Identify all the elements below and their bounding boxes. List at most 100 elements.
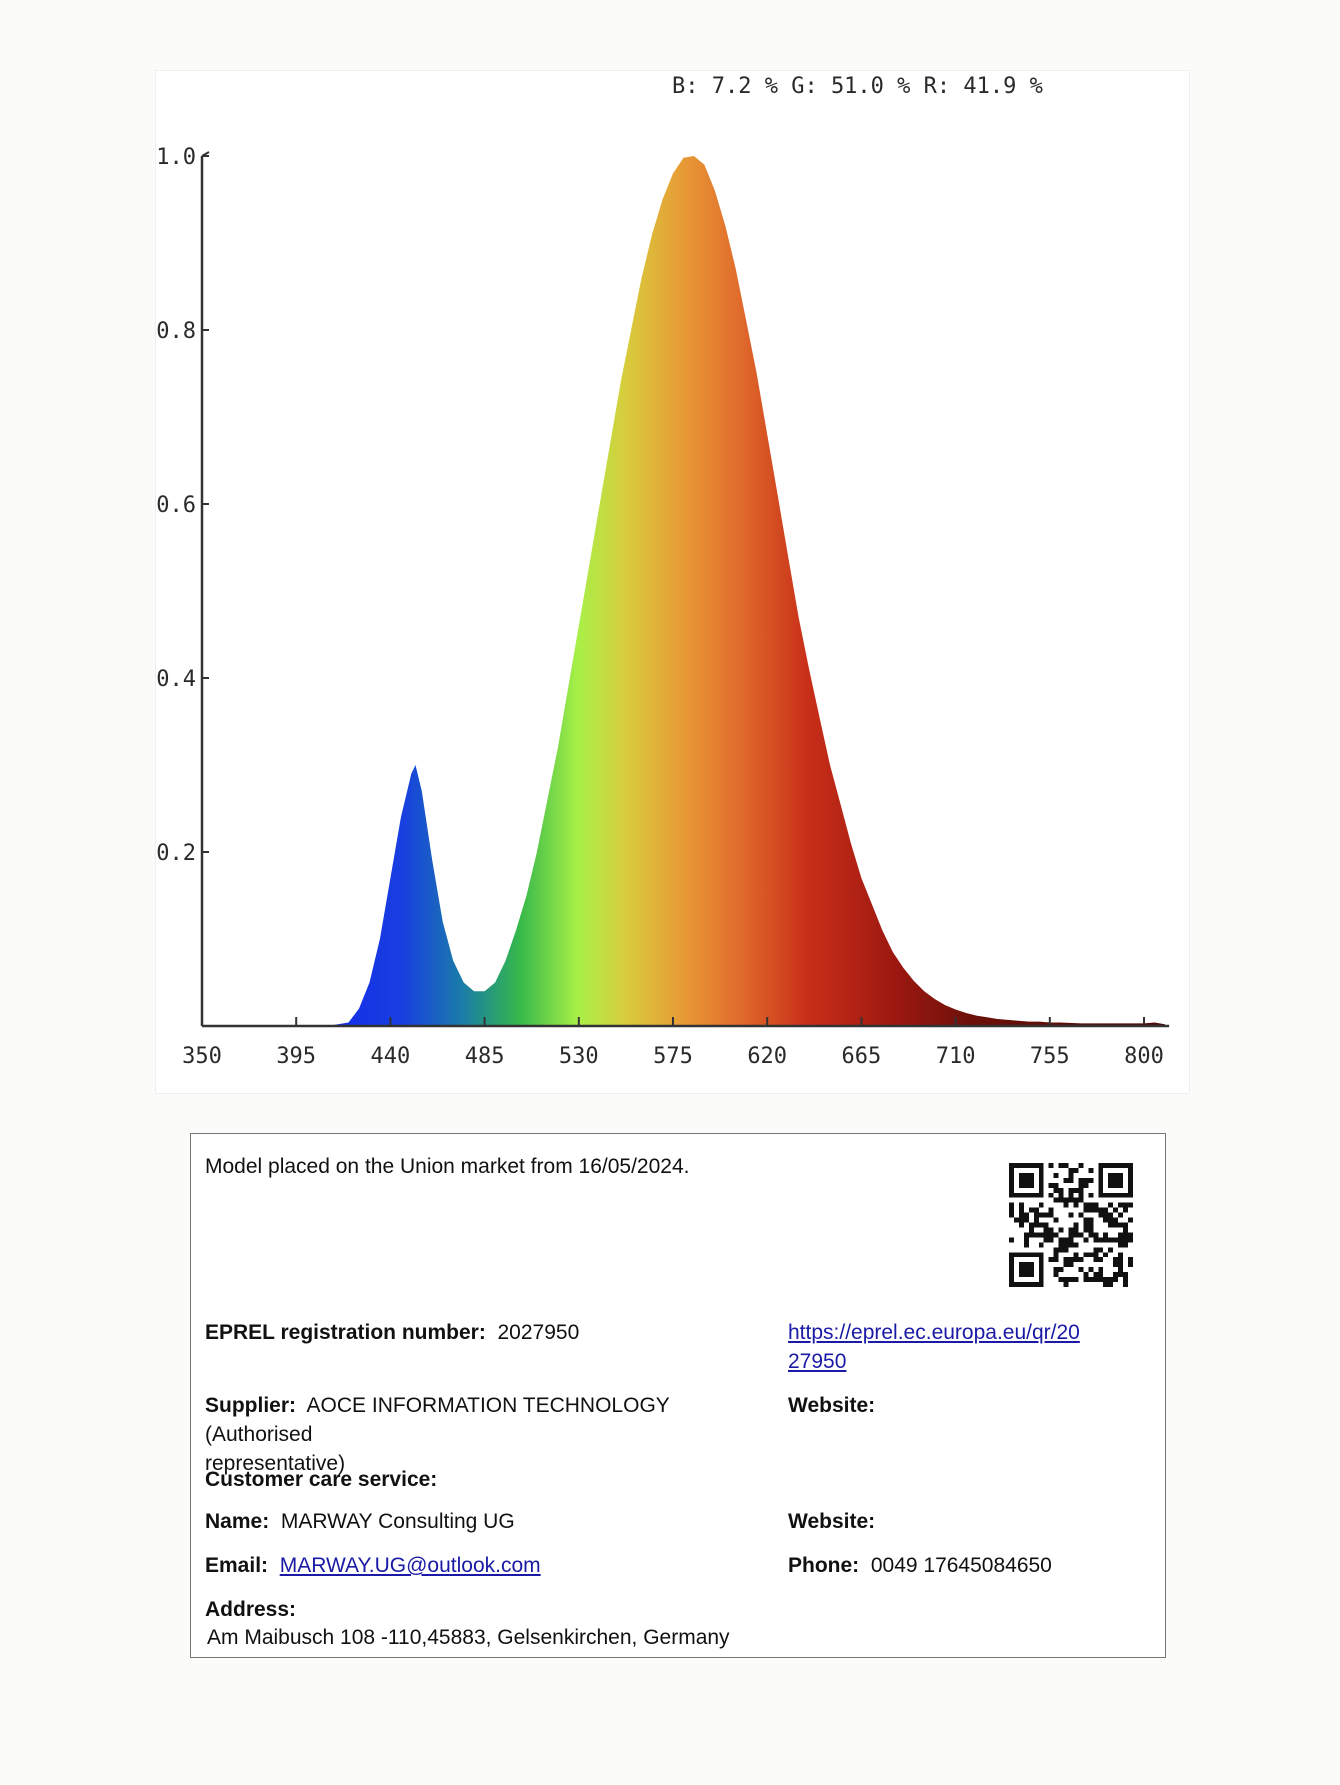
qr-module	[1058, 1227, 1064, 1233]
qr-module	[1088, 1177, 1094, 1183]
email-row: Email: MARWAY.UG@outlook.com	[205, 1551, 541, 1580]
qr-module	[1009, 1282, 1014, 1287]
qr-module	[1088, 1232, 1094, 1238]
qr-module	[1103, 1232, 1109, 1238]
qr-module	[1028, 1232, 1034, 1238]
supplier-row: Supplier: AOCE INFORMATION TECHNOLOGY (A…	[205, 1391, 775, 1478]
qr-code-icon[interactable]	[1009, 1163, 1133, 1287]
qr-module	[1018, 1177, 1024, 1183]
qr-module	[1043, 1222, 1049, 1228]
qr-module	[1068, 1172, 1074, 1178]
qr-module	[1009, 1272, 1014, 1278]
x-tick-label-395: 395	[276, 1044, 316, 1069]
qr-module	[1113, 1237, 1119, 1243]
qr-module	[1009, 1202, 1014, 1208]
x-tick-label-350: 350	[182, 1044, 222, 1069]
qr-module	[1098, 1272, 1104, 1278]
qr-module	[1088, 1202, 1094, 1208]
email-link[interactable]: MARWAY.UG@outlook.com	[279, 1554, 541, 1577]
qr-module	[1073, 1227, 1079, 1233]
qr-module	[1038, 1202, 1044, 1208]
qr-module	[1108, 1163, 1114, 1168]
qr-module	[1023, 1212, 1029, 1218]
qr-module	[1038, 1282, 1044, 1287]
qr-module	[1118, 1222, 1124, 1228]
qr-module	[1053, 1257, 1059, 1263]
qr-module	[1078, 1232, 1084, 1238]
qr-module	[1073, 1202, 1079, 1208]
qr-module	[1108, 1212, 1114, 1218]
qr-module	[1073, 1252, 1079, 1258]
qr-module	[1103, 1237, 1109, 1243]
qr-module	[1053, 1272, 1059, 1278]
qr-module	[1033, 1217, 1039, 1223]
qr-module	[1018, 1222, 1024, 1228]
qr-module	[1108, 1182, 1114, 1188]
qr-module	[1093, 1202, 1099, 1208]
qr-module	[1078, 1163, 1084, 1168]
qr-module	[1053, 1182, 1059, 1188]
qr-module	[1083, 1237, 1089, 1243]
qr-module	[1108, 1277, 1114, 1283]
qr-module	[1038, 1182, 1044, 1188]
qr-module	[1068, 1212, 1074, 1218]
qr-module	[1023, 1282, 1029, 1287]
qr-module	[1043, 1227, 1049, 1233]
qr-module	[1108, 1192, 1114, 1198]
qr-module	[1009, 1182, 1014, 1188]
qr-module	[1018, 1163, 1024, 1168]
qr-module	[1098, 1237, 1104, 1243]
qr-module	[1058, 1237, 1064, 1243]
qr-module	[1068, 1227, 1074, 1233]
qr-module	[1053, 1197, 1059, 1203]
qr-module	[1098, 1187, 1104, 1193]
qr-module	[1043, 1232, 1049, 1238]
qr-module	[1038, 1172, 1044, 1178]
qr-module	[1033, 1192, 1039, 1198]
qr-module	[1068, 1197, 1074, 1203]
qr-module	[1083, 1272, 1089, 1278]
qr-module	[1093, 1257, 1099, 1263]
qr-module	[1098, 1212, 1104, 1218]
qr-module	[1028, 1262, 1034, 1268]
x-tick-label-575: 575	[653, 1044, 693, 1069]
qr-module	[1009, 1187, 1014, 1193]
qr-module	[1118, 1172, 1124, 1178]
qr-module	[1073, 1242, 1079, 1248]
qr-module	[1103, 1277, 1109, 1283]
qr-module	[1053, 1217, 1059, 1223]
qr-module	[1128, 1257, 1133, 1263]
qr-module	[1009, 1207, 1014, 1213]
qr-module	[1009, 1172, 1014, 1178]
qr-module	[1073, 1222, 1079, 1228]
qr-module	[1118, 1237, 1124, 1243]
qr-module	[1063, 1163, 1069, 1168]
qr-module	[1123, 1222, 1129, 1228]
qr-module	[1123, 1207, 1129, 1213]
qr-module	[1028, 1182, 1034, 1188]
qr-module	[1068, 1257, 1074, 1263]
qr-module	[1118, 1212, 1124, 1218]
qr-module	[1063, 1242, 1069, 1248]
qr-module	[1088, 1167, 1094, 1173]
qr-module	[1053, 1172, 1059, 1178]
eprel-link-line2[interactable]: 27950	[788, 1350, 847, 1373]
qr-module	[1023, 1262, 1029, 1268]
qr-module	[1009, 1177, 1014, 1183]
qr-module	[1098, 1207, 1104, 1213]
qr-module	[1113, 1272, 1119, 1278]
qr-module	[1048, 1232, 1054, 1238]
x-tick-label-530: 530	[559, 1044, 599, 1069]
qr-module	[1123, 1277, 1129, 1283]
eprel-link-line1[interactable]: https://eprel.ec.europa.eu/qr/20	[788, 1321, 1080, 1344]
qr-module	[1048, 1163, 1054, 1168]
qr-module	[1009, 1252, 1014, 1258]
qr-module	[1098, 1277, 1104, 1283]
qr-module	[1083, 1182, 1089, 1188]
qr-module	[1093, 1237, 1099, 1243]
eprel-link[interactable]: https://eprel.ec.europa.eu/qr/20 27950	[788, 1318, 1080, 1376]
qr-module	[1118, 1242, 1124, 1248]
qr-module	[1018, 1267, 1024, 1273]
eprel-value: 2027950	[497, 1321, 580, 1344]
qr-module	[1023, 1217, 1029, 1223]
